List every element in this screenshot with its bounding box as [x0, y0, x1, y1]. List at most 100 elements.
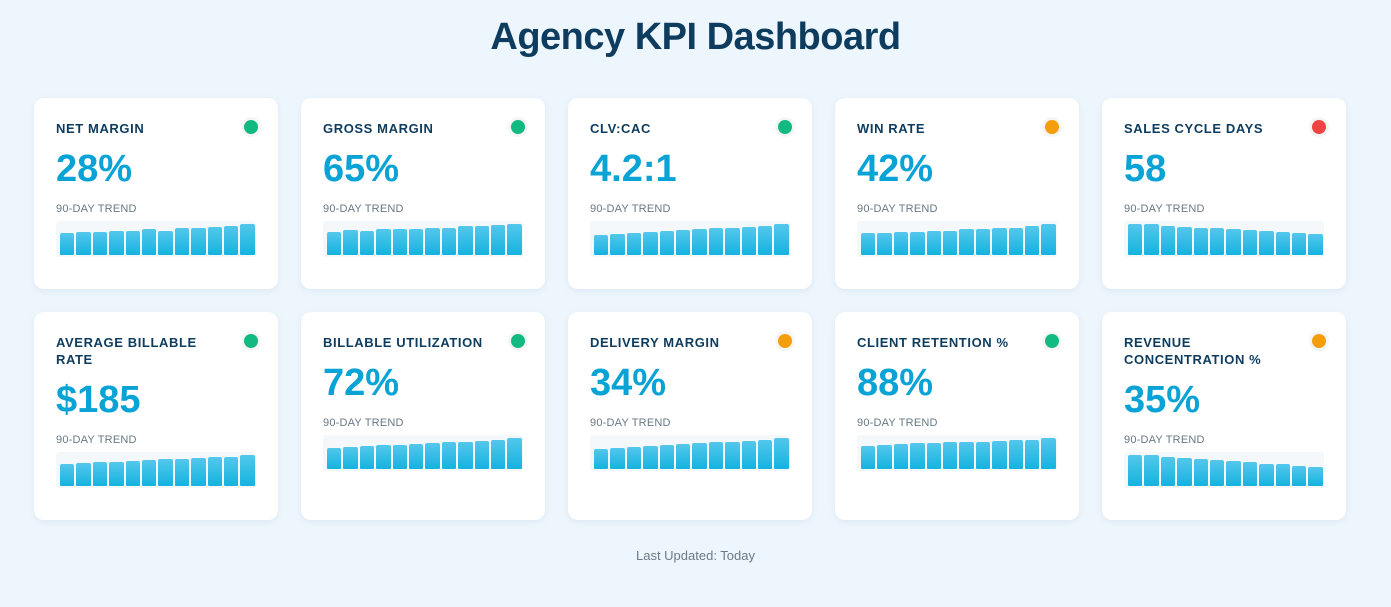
trend-bar: [708, 228, 724, 255]
trend-bar: [757, 439, 773, 469]
status-indicator-icon: [778, 334, 792, 348]
trend-bar: [610, 233, 625, 255]
trend-bar: [1226, 461, 1241, 486]
trend-bar: [1308, 233, 1323, 255]
trend-bar: [893, 232, 909, 255]
trend-bar: [1128, 454, 1143, 486]
kpi-value: $185: [56, 379, 141, 421]
kpi-label: DELIVERY MARGIN: [590, 335, 720, 350]
trend-bar: [240, 455, 255, 486]
trend-bar: [1041, 437, 1056, 469]
kpi-card: REVENUE CONCENTRATION % 35% 90-DAY TREND: [1102, 312, 1346, 520]
trend-bar: [392, 229, 407, 255]
trend-bar: [207, 457, 222, 486]
trend-bar: [343, 446, 358, 469]
trend-bar: [76, 232, 91, 255]
trend-bar: [507, 437, 522, 469]
kpi-label: CLIENT RETENTION %: [857, 335, 1009, 350]
trend-label: 90-DAY TREND: [1124, 203, 1205, 215]
trend-bar: [725, 227, 740, 255]
trend-bar: [223, 456, 239, 486]
trend-bar: [975, 441, 991, 469]
trend-bar: [474, 440, 489, 469]
last-updated-text: Last Updated: Today: [635, 548, 755, 563]
trend-sparkline: [323, 221, 523, 257]
trend-bar: [174, 228, 190, 255]
kpi-value: 72%: [323, 362, 400, 404]
trend-bar: [490, 439, 506, 469]
trend-bar: [474, 226, 489, 255]
trend-bar: [926, 442, 941, 469]
trend-bar: [343, 230, 358, 255]
trend-bar: [675, 444, 691, 469]
trend-bar: [441, 442, 457, 469]
status-indicator-icon: [1312, 120, 1326, 134]
trend-sparkline: [590, 435, 790, 471]
kpi-value: 34%: [590, 362, 667, 404]
trend-bar: [1242, 462, 1258, 486]
trend-bar: [975, 228, 991, 255]
trend-bar: [992, 440, 1007, 469]
trend-bar: [191, 228, 206, 255]
trend-bar: [1144, 224, 1159, 255]
trend-bar: [92, 462, 108, 486]
trend-bar: [942, 442, 958, 469]
trend-bar: [610, 447, 625, 469]
trend-bar: [959, 441, 974, 469]
trend-bar: [1242, 230, 1258, 255]
trend-sparkline: [56, 221, 256, 257]
trend-bar: [458, 441, 473, 469]
kpi-label: BILLABLE UTILIZATION: [323, 335, 483, 350]
kpi-label: CLV:CAC: [590, 121, 652, 136]
trend-label: 90-DAY TREND: [857, 203, 938, 215]
kpi-label: NET MARGIN: [56, 121, 145, 136]
trend-sparkline: [323, 435, 523, 471]
trend-label: 90-DAY TREND: [56, 203, 137, 215]
trend-bar: [626, 232, 642, 255]
kpi-value: 4.2:1: [590, 148, 677, 190]
trend-bar: [893, 444, 909, 469]
trend-label: 90-DAY TREND: [56, 434, 137, 446]
trend-sparkline: [857, 435, 1057, 471]
trend-bar: [877, 444, 892, 469]
trend-bar: [741, 440, 756, 469]
trend-bar: [1008, 440, 1023, 469]
trend-bar: [158, 459, 173, 486]
trend-bar: [757, 226, 773, 255]
kpi-label: WIN RATE: [857, 121, 926, 136]
trend-bar: [1144, 455, 1159, 486]
trend-bar: [1024, 439, 1040, 469]
status-indicator-icon: [1045, 334, 1059, 348]
trend-bar: [692, 228, 707, 255]
kpi-card: DELIVERY MARGIN 34% 90-DAY TREND: [568, 312, 812, 520]
trend-bar: [959, 229, 974, 255]
trend-bar: [141, 460, 157, 486]
status-indicator-icon: [244, 120, 258, 134]
page-title: Agency KPI Dashboard: [490, 16, 901, 58]
trend-bar: [223, 225, 239, 255]
trend-sparkline: [857, 221, 1057, 257]
trend-bar: [861, 233, 876, 255]
trend-bar: [174, 458, 190, 486]
trend-bar: [626, 446, 642, 469]
trend-bar: [408, 228, 424, 255]
trend-sparkline: [590, 221, 790, 257]
trend-bar: [692, 442, 707, 469]
kpi-label: SALES CYCLE DAYS: [1124, 121, 1264, 136]
trend-label: 90-DAY TREND: [323, 203, 404, 215]
trend-label: 90-DAY TREND: [1124, 434, 1205, 446]
trend-bar: [675, 230, 691, 255]
status-indicator-icon: [511, 334, 525, 348]
trend-label: 90-DAY TREND: [590, 203, 671, 215]
kpi-value: 28%: [56, 148, 133, 190]
trend-bar: [507, 223, 522, 255]
trend-label: 90-DAY TREND: [590, 417, 671, 429]
trend-bar: [942, 230, 958, 255]
trend-bar: [376, 445, 391, 469]
trend-label: 90-DAY TREND: [323, 417, 404, 429]
trend-bar: [125, 461, 140, 486]
status-indicator-icon: [511, 120, 525, 134]
trend-bar: [1160, 225, 1176, 255]
trend-bar: [992, 228, 1007, 255]
trend-sparkline: [56, 452, 256, 488]
